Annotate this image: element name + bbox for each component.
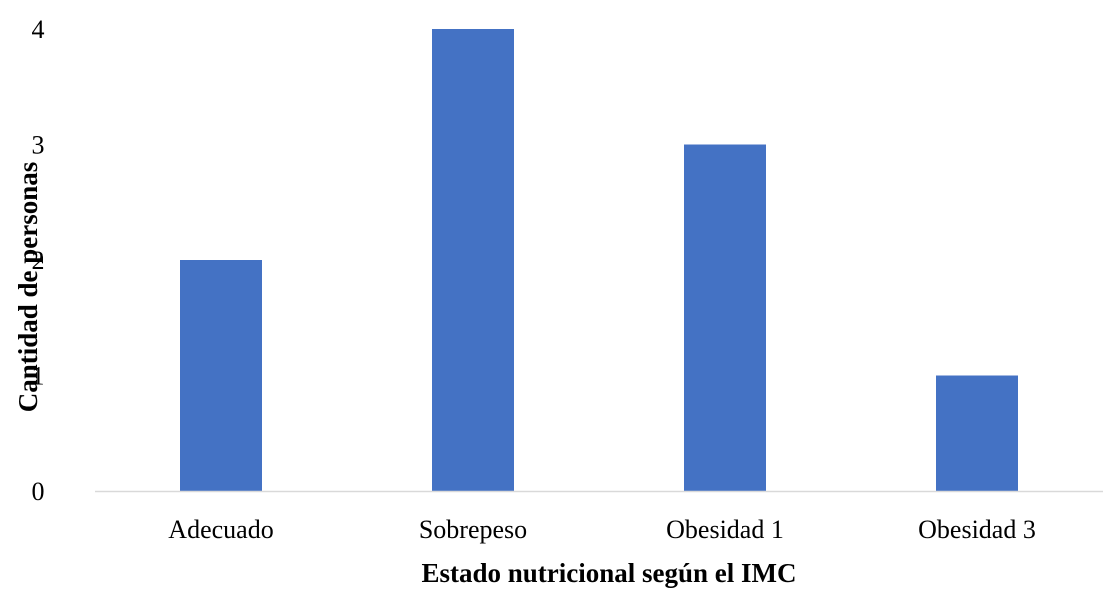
bar-sobrepeso xyxy=(432,29,514,491)
y-tick-label-3: 3 xyxy=(32,131,45,160)
y-tick-label-4: 4 xyxy=(32,15,45,44)
bar-obesidad-1 xyxy=(684,144,766,491)
x-tick-label-obesidad-3: Obesidad 3 xyxy=(918,515,1036,544)
x-tick-label-obesidad-1: Obesidad 1 xyxy=(666,515,784,544)
y-axis-title: Cantidad de personas xyxy=(13,162,43,413)
y-axis-ticks: 0 1 2 3 4 xyxy=(32,15,45,506)
y-tick-label-2: 2 xyxy=(32,246,45,275)
x-tick-label-sobrepeso: Sobrepeso xyxy=(419,515,527,544)
bars xyxy=(180,29,1018,491)
x-axis-ticks: Adecuado Sobrepeso Obesidad 1 Obesidad 3 xyxy=(168,515,1036,544)
y-tick-label-1: 1 xyxy=(32,362,45,391)
x-tick-label-adecuado: Adecuado xyxy=(168,515,273,544)
x-axis-title: Estado nutricional según el IMC xyxy=(421,558,796,588)
bar-obesidad-3 xyxy=(936,375,1018,491)
bar-adecuado xyxy=(180,260,262,491)
y-tick-label-0: 0 xyxy=(32,477,45,506)
